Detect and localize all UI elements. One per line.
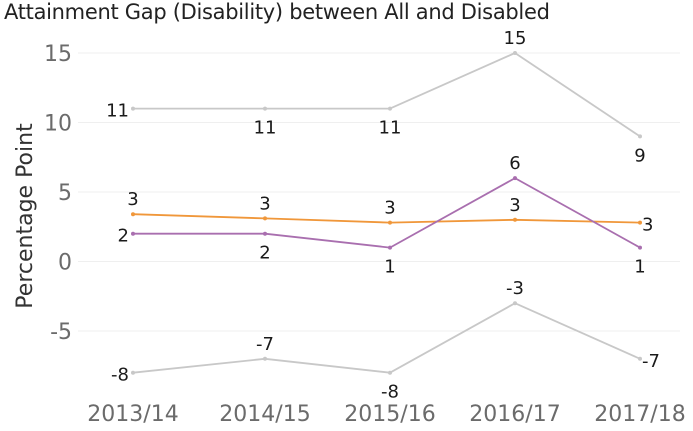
- data-point: [388, 106, 392, 111]
- data-labels: 11 11 11 15 9 3 3 3 3 3 2 2 1 6 1 -8 -7 -8 -3 -7: [106, 28, 660, 403]
- data-point: [513, 176, 517, 181]
- data-point: [513, 51, 517, 55]
- data-point: [131, 106, 135, 111]
- x-tick-label: 2015/16: [344, 402, 435, 427]
- data-point: [388, 220, 392, 225]
- data-label: -7: [256, 334, 274, 355]
- series-line: [132, 302, 641, 374]
- data-label: 1: [384, 257, 395, 278]
- y-axis-ticks: 15 10 5 0 -5: [44, 42, 72, 345]
- data-point: [263, 216, 267, 221]
- data-label: 11: [379, 118, 402, 139]
- y-tick-label: 5: [58, 181, 72, 206]
- data-label: 3: [642, 215, 653, 236]
- data-point: [638, 356, 642, 361]
- chart-title: Attainment Gap (Disability) between All …: [4, 0, 550, 24]
- data-point: [131, 370, 135, 375]
- x-tick-label: 2013/14: [87, 402, 178, 427]
- data-label: -8: [381, 382, 399, 403]
- x-tick-label: 2014/15: [219, 402, 310, 427]
- gridlines: [78, 52, 680, 332]
- data-label: 3: [259, 193, 270, 214]
- data-point: [263, 106, 267, 111]
- x-tick-label: 2016/17: [469, 402, 560, 427]
- data-point: [131, 212, 135, 217]
- data-label: -7: [642, 351, 660, 372]
- data-point: [638, 245, 642, 250]
- data-label: 11: [254, 118, 277, 139]
- data-point: [263, 356, 267, 361]
- data-points: [131, 51, 642, 375]
- data-label: 9: [634, 145, 645, 166]
- data-point: [638, 134, 642, 139]
- data-point: [638, 220, 642, 225]
- data-label: -3: [506, 278, 524, 299]
- y-tick-label: 15: [44, 42, 72, 67]
- data-label: -8: [111, 365, 129, 386]
- x-axis-ticks: 2013/14 2014/15 2015/16 2016/17 2017/18: [87, 402, 685, 427]
- data-label: 3: [127, 189, 138, 210]
- data-label: 15: [504, 28, 527, 49]
- data-label: 11: [106, 101, 129, 122]
- data-label: 1: [634, 257, 645, 278]
- data-point: [263, 231, 267, 236]
- data-point: [388, 370, 392, 375]
- y-tick-label: -5: [50, 320, 72, 345]
- y-tick-label: 10: [44, 112, 72, 137]
- data-point: [513, 217, 517, 222]
- data-label: 2: [118, 226, 129, 247]
- data-label: 3: [384, 198, 395, 219]
- y-tick-label: 0: [58, 251, 72, 276]
- data-label: 3: [509, 195, 520, 216]
- y-axis-label: Percentage Point: [13, 123, 38, 309]
- data-label: 2: [259, 243, 270, 264]
- data-point: [388, 245, 392, 250]
- data-label: 6: [509, 153, 520, 174]
- data-point: [131, 231, 135, 236]
- x-tick-label: 2017/18: [594, 402, 685, 427]
- data-point: [513, 301, 517, 306]
